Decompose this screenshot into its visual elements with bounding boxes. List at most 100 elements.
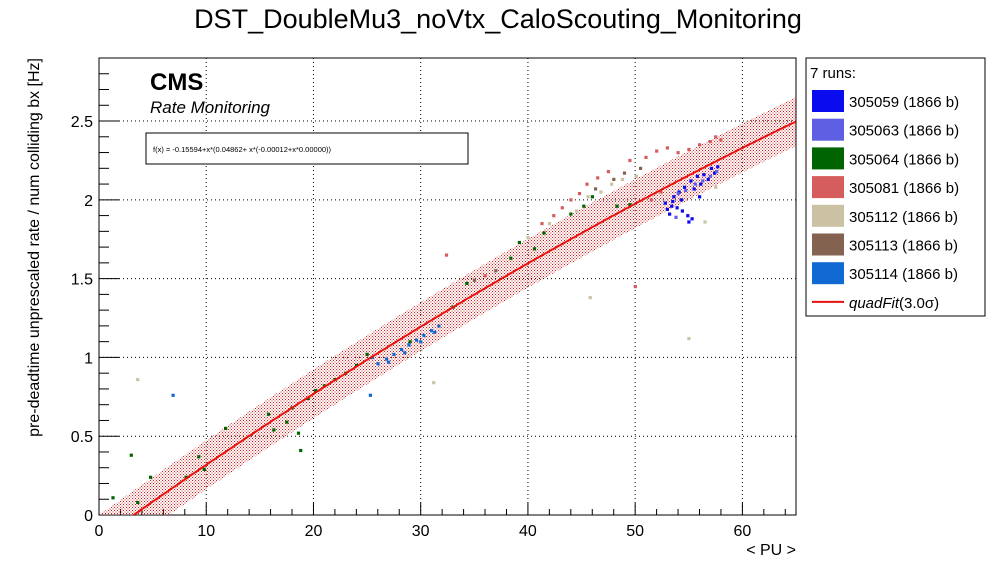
data-point <box>612 177 616 181</box>
data-point <box>714 135 718 139</box>
data-point <box>663 201 667 205</box>
data-point <box>296 431 301 435</box>
data-point <box>569 198 573 202</box>
legend-swatch <box>812 90 844 112</box>
data-point <box>675 206 679 210</box>
y-tick-label: 2 <box>84 193 93 210</box>
fit-formula: f(x) = -0.15594+x*(0.04862+ x*(-0.00012+… <box>153 145 332 154</box>
data-point <box>437 324 441 328</box>
x-axis-label: < PU > <box>746 542 796 559</box>
x-tick-label: 20 <box>305 523 323 540</box>
data-point <box>706 177 710 181</box>
data-point <box>633 285 637 289</box>
data-point <box>714 185 718 189</box>
cms-label: CMS <box>150 69 203 96</box>
data-point <box>547 222 552 226</box>
data-point <box>596 176 600 180</box>
data-point <box>588 296 592 300</box>
legend-swatch <box>812 262 844 285</box>
data-point <box>680 209 684 213</box>
data-point <box>472 278 476 282</box>
data-point <box>620 177 624 181</box>
data-point <box>606 170 610 174</box>
data-point <box>509 256 513 260</box>
data-point <box>659 190 663 194</box>
data-point <box>622 171 627 175</box>
data-point <box>709 166 713 170</box>
data-point <box>699 182 703 186</box>
y-tick-label: 0 <box>84 508 93 525</box>
data-point <box>693 182 697 186</box>
legend-swatch <box>812 118 844 141</box>
data-point <box>582 204 586 208</box>
data-point <box>628 158 632 163</box>
legend-entry: 305114 (1866 b) <box>849 266 958 283</box>
data-point <box>687 147 691 152</box>
data-point <box>365 352 369 356</box>
data-point <box>698 195 702 199</box>
data-point <box>690 217 694 221</box>
data-point <box>686 214 690 218</box>
data-points <box>111 135 723 505</box>
data-point <box>689 179 693 183</box>
y-tick-label: 1.5 <box>71 272 93 289</box>
data-point <box>266 412 271 416</box>
data-point <box>569 212 573 216</box>
legend-entry: 305113 (1866 b) <box>849 238 958 255</box>
data-point <box>639 166 643 170</box>
legend-entry: 305059 (1866 b) <box>849 94 959 111</box>
legend-entry: 305064 (1866 b) <box>849 151 959 168</box>
data-point <box>136 500 140 505</box>
data-point <box>695 174 699 178</box>
data-point <box>184 475 188 479</box>
data-point <box>655 149 659 153</box>
data-point <box>429 329 434 333</box>
data-point <box>540 222 544 226</box>
data-point <box>610 182 614 186</box>
data-point <box>679 198 683 202</box>
data-point <box>171 393 175 397</box>
data-point <box>594 187 598 191</box>
data-point <box>517 240 521 245</box>
data-point <box>692 187 696 191</box>
data-point <box>376 362 380 366</box>
data-point <box>532 247 537 251</box>
data-point <box>465 281 469 285</box>
data-point <box>586 195 590 199</box>
data-point <box>574 209 578 213</box>
data-point <box>408 340 412 344</box>
y-tick-label: 2.5 <box>71 114 93 131</box>
data-point <box>526 236 530 240</box>
data-point <box>698 143 702 147</box>
data-point <box>676 151 680 155</box>
data-point <box>676 192 680 196</box>
data-point <box>665 207 669 211</box>
data-point <box>149 475 153 479</box>
data-point <box>687 220 691 224</box>
data-point <box>129 453 133 457</box>
fit-uncertainty-band <box>99 97 796 515</box>
cms-sublabel: Rate Monitoring <box>150 98 271 117</box>
data-point <box>392 352 396 356</box>
x-tick-label: 60 <box>733 523 751 540</box>
legend-entry: 305112 (1866 b) <box>849 209 958 226</box>
legend-header: 7 runs: <box>810 65 856 82</box>
data-point <box>615 204 619 208</box>
data-point <box>713 171 717 175</box>
data-point <box>368 393 372 397</box>
data-point <box>136 378 140 382</box>
data-point <box>665 146 669 150</box>
legend-entry: 305081 (1866 b) <box>849 180 959 197</box>
data-point <box>494 269 498 273</box>
x-tick-label: 10 <box>197 523 215 540</box>
y-tick-label: 1 <box>84 350 93 367</box>
data-point <box>483 274 487 278</box>
data-point <box>432 381 436 385</box>
x-tick-label: 0 <box>95 523 104 540</box>
data-point <box>384 357 389 361</box>
data-point <box>272 428 276 432</box>
fit-formula-box <box>145 132 469 165</box>
data-point <box>202 467 206 471</box>
data-point <box>649 198 653 202</box>
